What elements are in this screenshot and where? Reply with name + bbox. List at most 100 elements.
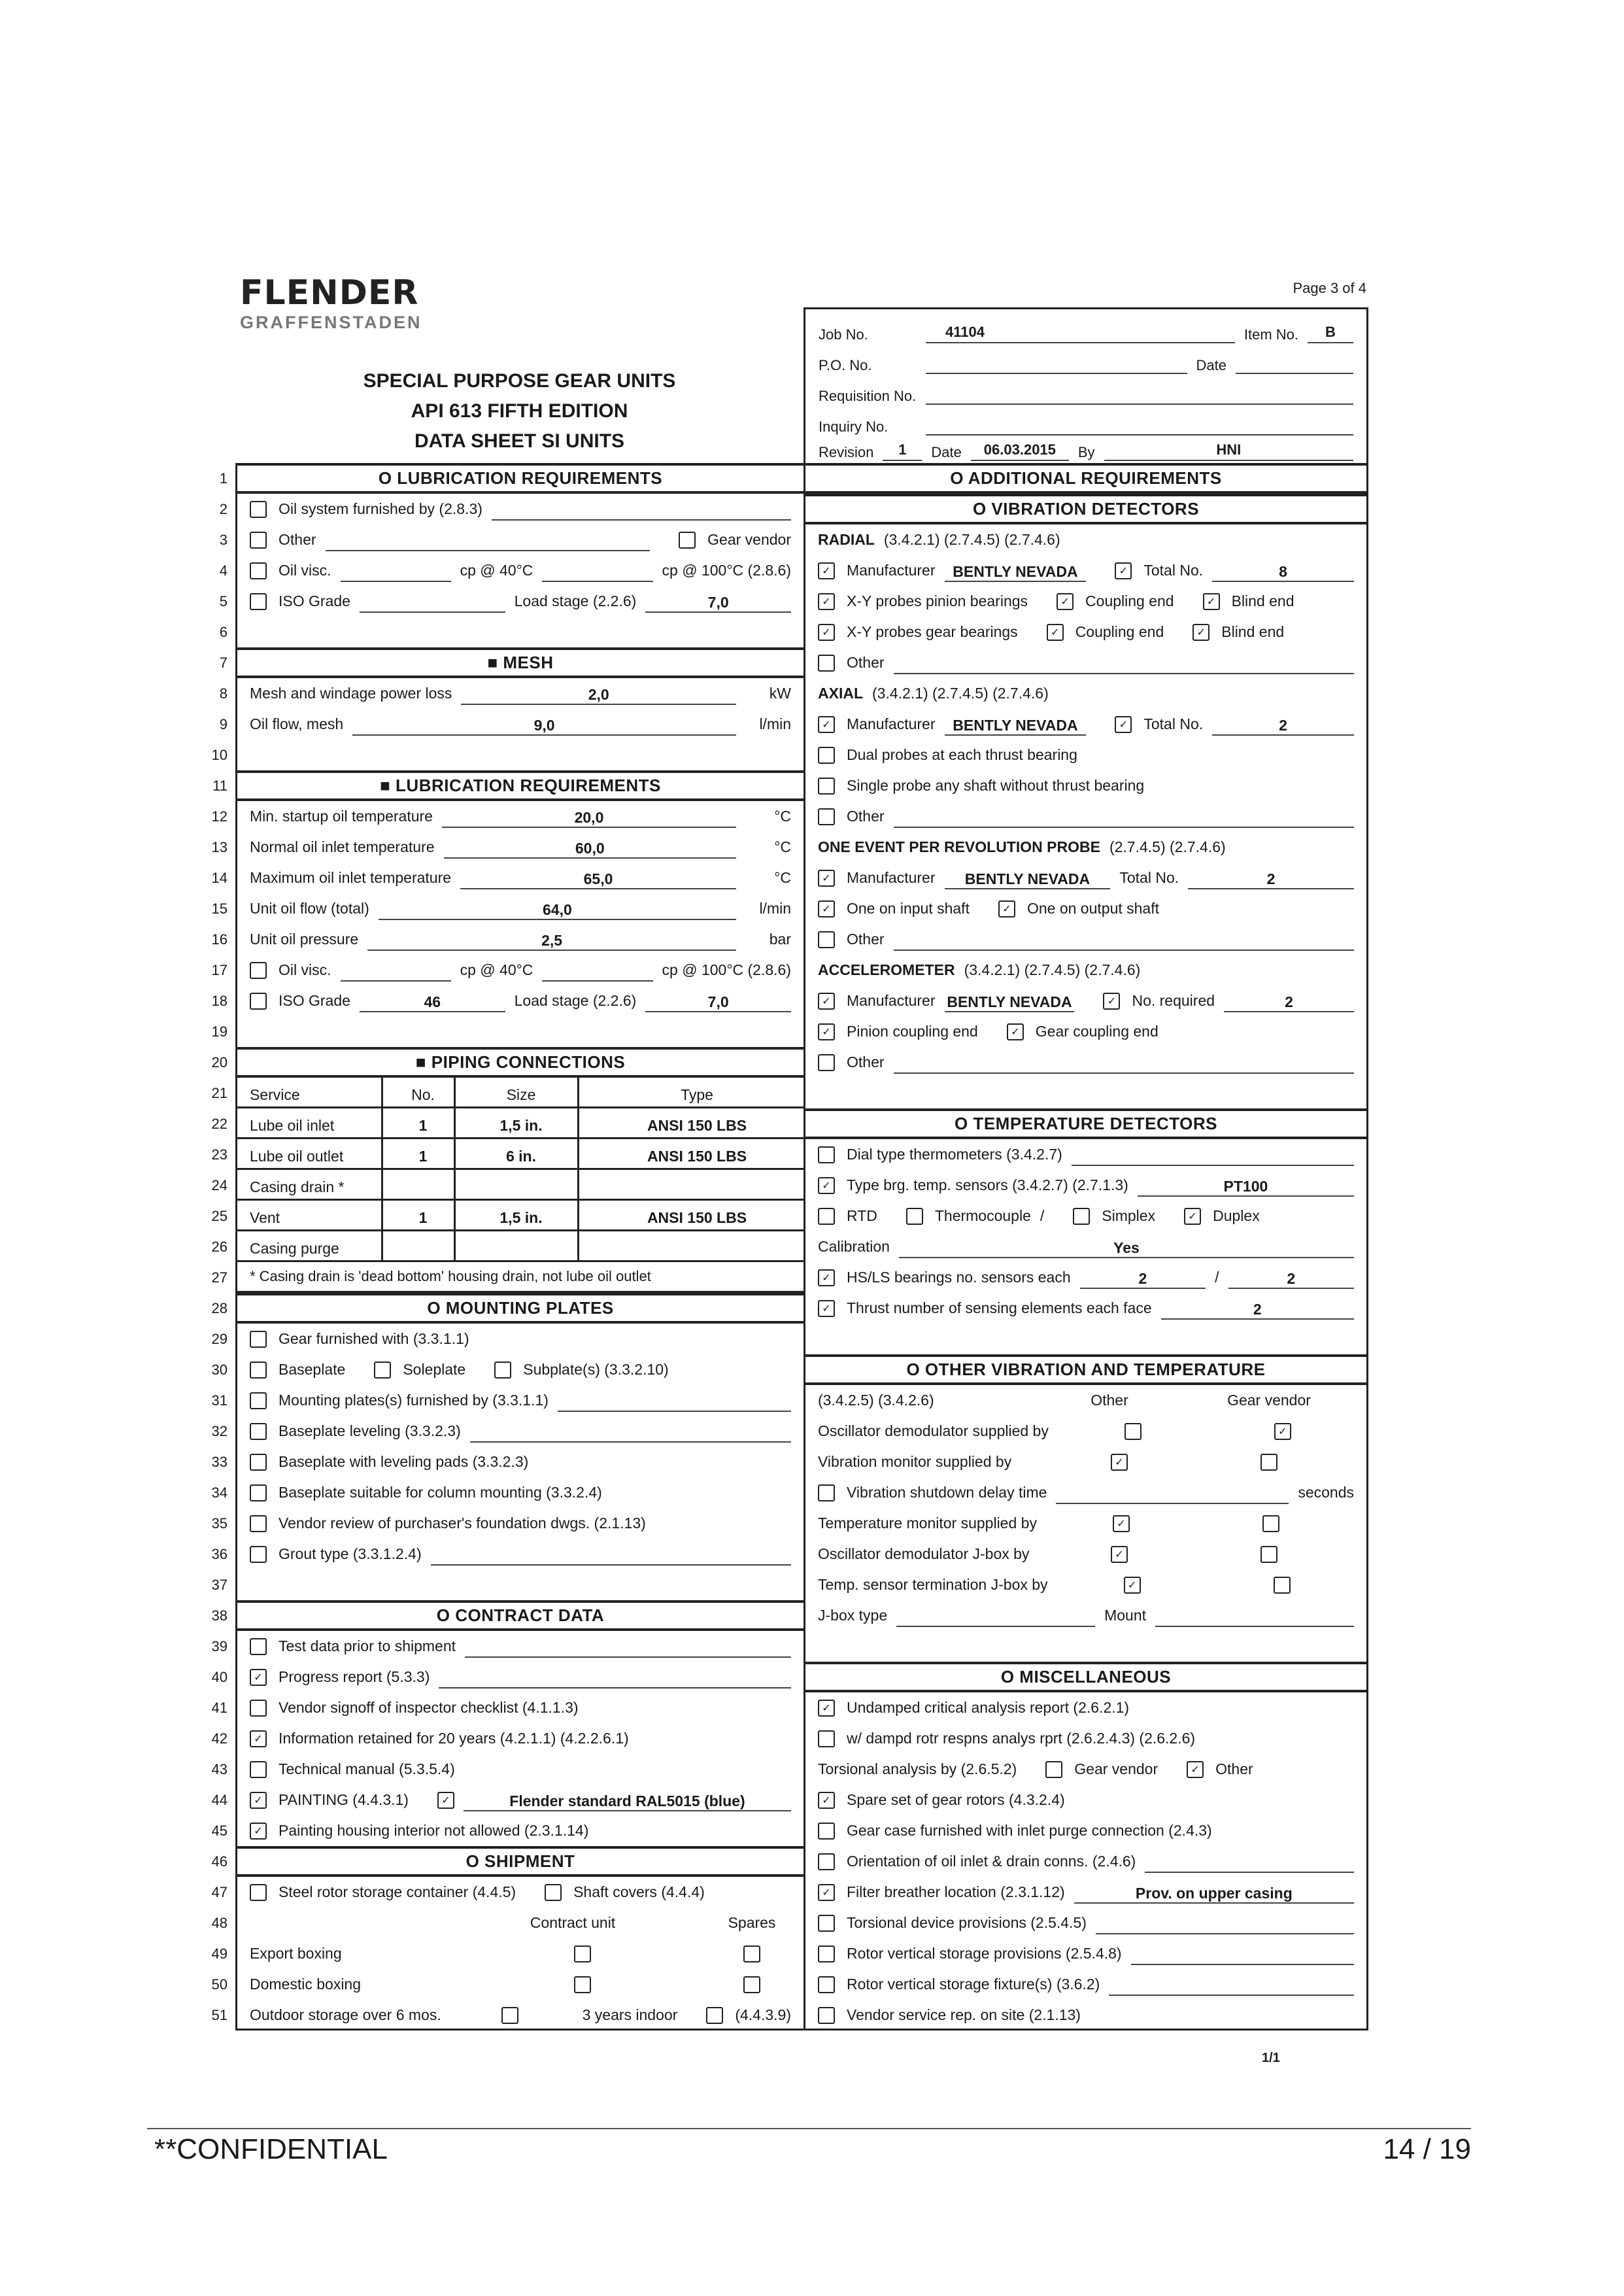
checkbox[interactable]	[574, 1976, 591, 1993]
input-field[interactable]	[439, 1670, 791, 1688]
checkbox-checked[interactable]: ✓	[250, 1668, 267, 1686]
input-field[interactable]	[325, 533, 651, 551]
input-field[interactable]	[893, 933, 1354, 951]
revision-date-field[interactable]: 06.03.2015	[970, 441, 1069, 461]
input-field[interactable]	[893, 810, 1354, 828]
checkbox[interactable]	[374, 1361, 392, 1379]
checkbox[interactable]	[250, 531, 267, 549]
input-field[interactable]: 65,0	[460, 870, 736, 889]
checkbox[interactable]	[1260, 1453, 1277, 1471]
checkbox-checked[interactable]: ✓	[818, 715, 835, 733]
checkbox[interactable]	[818, 1945, 835, 1962]
requisition-field[interactable]	[926, 385, 1353, 405]
input-field[interactable]: BENTLY NEVADA	[944, 563, 1087, 582]
checkbox-checked[interactable]: ✓	[818, 869, 835, 887]
checkbox[interactable]	[706, 2006, 724, 2024]
checkbox[interactable]	[818, 746, 835, 764]
checkbox-checked[interactable]: ✓	[1184, 1207, 1202, 1225]
checkbox[interactable]	[1124, 1422, 1142, 1440]
input-field[interactable]: 2,5	[367, 932, 736, 951]
input-field[interactable]: 2	[1224, 993, 1354, 1012]
checkbox[interactable]	[679, 531, 696, 549]
input-field[interactable]: 2	[1212, 717, 1354, 736]
checkbox-checked[interactable]: ✓	[1103, 992, 1121, 1010]
checkbox[interactable]	[818, 931, 835, 948]
checkbox[interactable]	[1262, 1515, 1279, 1532]
checkbox[interactable]	[250, 1392, 267, 1409]
input-field[interactable]	[340, 564, 451, 582]
checkbox-checked[interactable]: ✓	[1115, 715, 1132, 733]
checkbox-checked[interactable]: ✓	[818, 1883, 835, 1901]
checkbox-checked[interactable]: ✓	[1057, 592, 1074, 610]
revision-field[interactable]: 1	[883, 441, 922, 461]
checkbox[interactable]	[818, 1484, 835, 1501]
input-field[interactable]	[359, 594, 505, 613]
input-field[interactable]	[340, 963, 451, 982]
checkbox[interactable]	[250, 592, 267, 610]
checkbox[interactable]	[1045, 1760, 1063, 1778]
po-field[interactable]	[926, 354, 1187, 374]
checkbox[interactable]	[250, 1484, 267, 1501]
job-field[interactable]: 41104	[926, 324, 1235, 343]
input-field[interactable]	[1095, 1916, 1354, 1934]
checkbox[interactable]	[1073, 1207, 1091, 1225]
checkbox[interactable]	[818, 1207, 835, 1225]
input-field[interactable]	[491, 502, 791, 521]
input-field[interactable]: 2	[1079, 1270, 1206, 1289]
inquiry-field[interactable]	[926, 416, 1353, 436]
checkbox-checked[interactable]: ✓	[818, 1699, 835, 1717]
input-field[interactable]: Yes	[898, 1239, 1354, 1258]
checkbox[interactable]	[818, 1914, 835, 1932]
checkbox[interactable]	[494, 1361, 512, 1379]
checkbox[interactable]	[545, 1883, 562, 1901]
checkbox[interactable]	[250, 1760, 267, 1778]
checkbox[interactable]	[250, 1883, 267, 1901]
input-field[interactable]: 7,0	[645, 594, 791, 613]
input-field[interactable]: BENTLY NEVADA	[944, 870, 1111, 889]
input-field[interactable]: 46	[359, 993, 505, 1012]
checkbox[interactable]	[250, 1545, 267, 1563]
input-field[interactable]	[1145, 1855, 1354, 1873]
checkbox[interactable]	[1273, 1576, 1291, 1594]
input-field[interactable]	[465, 1639, 791, 1658]
checkbox[interactable]	[818, 1146, 835, 1163]
checkbox[interactable]	[818, 2006, 835, 2024]
checkbox-checked[interactable]: ✓	[818, 562, 835, 579]
checkbox[interactable]	[250, 961, 267, 979]
checkbox-checked[interactable]: ✓	[818, 900, 835, 917]
checkbox-checked[interactable]: ✓	[818, 623, 835, 641]
input-field[interactable]	[1130, 1947, 1354, 1965]
input-field[interactable]: 2	[1188, 870, 1354, 889]
input-field[interactable]: BENTLY NEVADA	[944, 993, 1075, 1012]
checkbox[interactable]	[818, 654, 835, 672]
input-field[interactable]: 2	[1160, 1301, 1354, 1320]
checkbox-checked[interactable]: ✓	[818, 1299, 835, 1317]
date-field[interactable]	[1236, 354, 1353, 374]
checkbox[interactable]	[250, 1637, 267, 1655]
checkbox-checked[interactable]: ✓	[250, 1791, 267, 1809]
input-field[interactable]	[1056, 1486, 1289, 1504]
checkbox[interactable]	[250, 1515, 267, 1532]
checkbox[interactable]	[250, 992, 267, 1010]
checkbox[interactable]	[905, 1207, 923, 1225]
checkbox-checked[interactable]: ✓	[1115, 562, 1132, 579]
checkbox-checked[interactable]: ✓	[818, 1269, 835, 1286]
input-field[interactable]: 60,0	[443, 840, 736, 859]
input-field[interactable]: 20,0	[441, 809, 736, 828]
checkbox[interactable]	[574, 1945, 591, 1962]
checkbox[interactable]	[1260, 1545, 1277, 1563]
input-field[interactable]	[542, 963, 653, 982]
checkbox-checked[interactable]: ✓	[1274, 1422, 1291, 1440]
checkbox[interactable]	[250, 1699, 267, 1717]
input-field[interactable]	[557, 1394, 791, 1412]
checkbox[interactable]	[818, 808, 835, 825]
checkbox-checked[interactable]: ✓	[250, 1822, 267, 1840]
checkbox[interactable]	[250, 1422, 267, 1440]
checkbox-checked[interactable]: ✓	[1123, 1576, 1141, 1594]
checkbox-checked[interactable]: ✓	[1111, 1545, 1128, 1563]
checkbox-checked[interactable]: ✓	[818, 992, 835, 1010]
checkbox-checked[interactable]: ✓	[818, 1176, 835, 1194]
input-field[interactable]	[1109, 1978, 1354, 1996]
input-field[interactable]: BENTLY NEVADA	[944, 717, 1087, 736]
input-field[interactable]	[896, 1609, 1096, 1627]
